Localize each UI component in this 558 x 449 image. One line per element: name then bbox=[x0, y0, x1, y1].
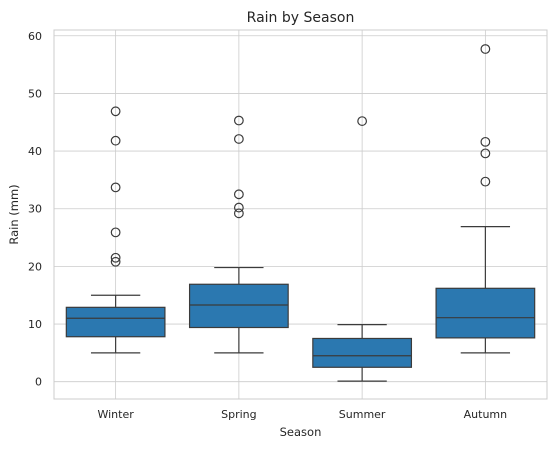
outlier-point bbox=[480, 176, 491, 187]
box-spring bbox=[188, 115, 289, 354]
outlier-point bbox=[357, 116, 368, 126]
y-tick-label: 20 bbox=[28, 260, 42, 273]
boxes bbox=[65, 44, 536, 382]
iqr-box bbox=[435, 287, 536, 339]
outlier-point bbox=[480, 136, 491, 147]
y-tick-label: 40 bbox=[28, 145, 42, 158]
grid-lines bbox=[54, 30, 547, 399]
outlier-point bbox=[233, 202, 244, 213]
outlier-point bbox=[110, 182, 121, 193]
plot-frame bbox=[53, 29, 548, 400]
outlier-point bbox=[110, 135, 121, 146]
outlier-point bbox=[233, 189, 244, 200]
iqr-box bbox=[65, 306, 166, 338]
y-tick-label: 50 bbox=[28, 87, 42, 100]
y-tick-label: 30 bbox=[28, 203, 42, 216]
x-tick-labels: Winter Spring Summer Autumn bbox=[97, 408, 507, 421]
x-tick-label: Winter bbox=[97, 408, 134, 421]
x-tick-label: Autumn bbox=[464, 408, 507, 421]
box-summer bbox=[312, 116, 413, 382]
y-tick-label: 0 bbox=[35, 376, 42, 389]
chart-title: Rain by Season bbox=[247, 10, 355, 26]
outlier-point bbox=[110, 227, 121, 238]
iqr-box bbox=[188, 283, 289, 329]
outlier-point bbox=[480, 44, 491, 54]
y-tick-label: 60 bbox=[28, 30, 42, 43]
iqr-box bbox=[312, 337, 413, 368]
outlier-point bbox=[110, 252, 121, 263]
y-tick-label: 10 bbox=[28, 318, 42, 331]
outlier-point bbox=[480, 148, 491, 159]
x-tick-label: Summer bbox=[339, 408, 386, 421]
y-tick-labels: 0 10 20 30 40 50 60 bbox=[28, 30, 42, 389]
outlier-point bbox=[110, 256, 121, 267]
x-axis-label: Season bbox=[280, 425, 322, 439]
outlier-point bbox=[233, 115, 244, 126]
outlier-point bbox=[233, 208, 244, 219]
box-winter bbox=[65, 106, 166, 354]
y-axis-label: Rain (mm) bbox=[7, 184, 21, 244]
x-tick-label: Spring bbox=[221, 408, 257, 421]
outlier-point bbox=[110, 106, 121, 117]
box-autumn bbox=[435, 44, 536, 354]
outlier-point bbox=[233, 134, 244, 144]
